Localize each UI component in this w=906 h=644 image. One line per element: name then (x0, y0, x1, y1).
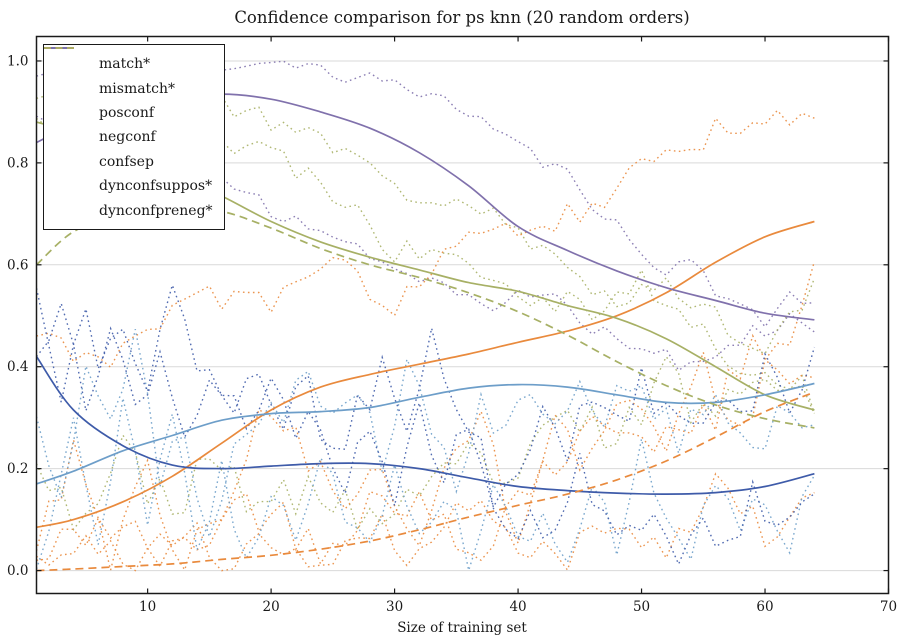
legend: match* mismatch* posconf negconf confsep dync… (43, 44, 225, 230)
legend-item: mismatch* (44, 47, 214, 100)
run-line-posconf (36, 329, 815, 539)
run-line-negconf (36, 301, 815, 566)
legend-item: confsep (44, 47, 214, 174)
x-axis-label: Size of training set (397, 620, 527, 636)
series-line-match (36, 220, 815, 529)
legend-item-label: mismatch* (99, 80, 176, 97)
y-tick-label: 0.4 (7, 359, 28, 375)
legend-item: posconf (44, 47, 214, 125)
run-line-dynconfsuppos (36, 472, 815, 572)
run-line-match (36, 261, 816, 572)
legend-item-label: posconf (99, 104, 155, 121)
run-line-mismatch (36, 70, 816, 355)
legend-item: dynconfpreneg* (44, 47, 214, 222)
y-tick-label: 0.0 (7, 563, 28, 579)
axes: 10 20 30 40 50 60 70 0.0 0.2 0.4 0.6 0.8 1.0 (7, 35, 897, 615)
legend-item-label: match* (99, 56, 151, 73)
y-tick-label: 0.2 (7, 461, 28, 477)
x-tick-label: 60 (756, 599, 773, 615)
run-line-mismatch (36, 355, 816, 532)
y-tick-label: 0.6 (7, 257, 28, 273)
x-tick-label: 10 (139, 599, 156, 615)
legend-item-label: dynconfpreneg* (99, 202, 213, 219)
run-line-dynconfsuppos (36, 333, 815, 568)
x-tick-label: 40 (509, 599, 526, 615)
legend-item-label: negconf (99, 129, 156, 146)
legend-item-label: dynconfsuppos* (99, 178, 213, 195)
legend-item-label: confsep (99, 153, 154, 170)
legend-item: negconf (44, 47, 214, 149)
x-tick-label: 30 (386, 599, 403, 615)
y-tick-label: 1.0 (7, 53, 28, 69)
series-line-negconf (36, 356, 815, 495)
legend-item: dynconfsuppos* (44, 47, 214, 198)
y-tick-label: 0.8 (7, 155, 28, 171)
run-line-match (36, 109, 815, 369)
run-line-negconf (36, 282, 816, 510)
x-tick-label: 20 (263, 599, 280, 615)
series-line-dynconfpreneg (36, 205, 815, 429)
plot-border (35, 35, 890, 595)
chart-title: Confidence comparison for ps knn (20 ran… (234, 8, 689, 27)
run-line-confsep (36, 60, 815, 329)
x-tick-label: 70 (880, 599, 897, 615)
series-line-dynconfsuppos (36, 391, 815, 572)
legend-item: match* (44, 47, 214, 76)
series-line-posconf (36, 382, 815, 485)
x-tick-label: 50 (633, 599, 650, 615)
